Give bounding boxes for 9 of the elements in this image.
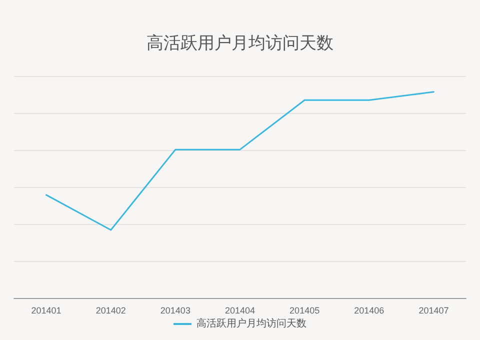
x-tick-label: 201405 bbox=[290, 306, 320, 316]
legend-label: 高活跃用户月均访问天数 bbox=[196, 318, 306, 330]
x-tick-label: 201407 bbox=[418, 306, 449, 316]
x-tick-label: 201406 bbox=[354, 306, 384, 316]
x-tick-label: 201403 bbox=[160, 306, 190, 316]
x-tick-label: 201404 bbox=[224, 306, 256, 316]
x-tick-label: 201401 bbox=[31, 306, 62, 316]
chart-title: 高活跃用户月均访问天数 bbox=[146, 34, 334, 54]
x-tick-label: 201402 bbox=[96, 306, 126, 316]
